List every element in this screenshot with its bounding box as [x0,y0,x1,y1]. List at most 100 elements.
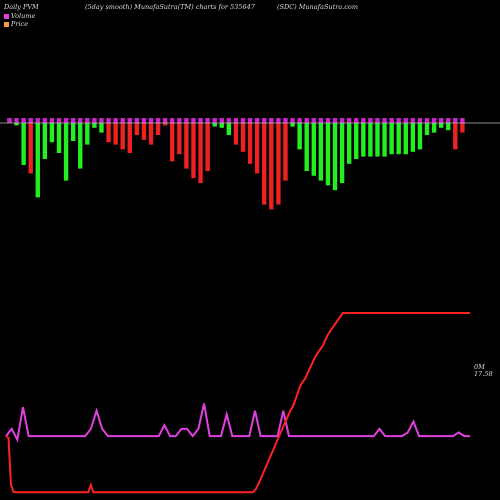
volume-bar [354,123,359,159]
volume-bar-cap [339,118,345,123]
volume-bar-cap [191,118,196,123]
volume-bar-cap [262,118,267,123]
volume-bar-cap [304,118,309,123]
volume-bar [233,123,239,145]
volume-bar-cap [460,118,465,123]
volume-bar [332,123,338,191]
volume-bar-cap [219,118,224,123]
volume-bar [56,123,62,153]
volume-bar [191,123,196,179]
volume-bar-cap [212,118,217,123]
volume-bar-cap [233,118,239,123]
header-middle: (5day smooth) MunafaSutra(TM) charts for… [85,3,255,11]
legend-price-label: Price [11,20,29,28]
volume-bar [106,123,111,143]
volume-bar-cap [361,118,366,123]
volume-bar [141,123,147,140]
volume-bar-cap [403,118,408,123]
volume-bar [283,123,288,181]
volume-bar-cap [134,118,140,123]
volume-bar-cap [35,118,40,123]
volume-bar-cap [162,118,168,123]
volume-tag: 0M [474,363,485,371]
volume-bar-cap [346,118,352,123]
legend-volume-swatch [4,13,9,19]
volume-bar-cap [269,118,274,123]
volume-bar [85,123,90,145]
volume-bar [453,123,458,150]
volume-bar-cap [113,118,118,123]
volume-bar-cap [318,118,324,123]
volume-bar-cap [389,118,394,123]
volume-bar-cap [368,118,373,123]
volume-bar-cap [247,118,253,123]
volume-bar [49,123,55,143]
volume-bar [431,123,437,133]
volume-bar [410,123,416,152]
volume-line [5,403,470,443]
volume-bar-cap [375,118,380,123]
volume-bar-cap [297,118,302,123]
volume-bar [311,123,316,176]
volume-bar-cap [254,118,260,123]
volume-bar [240,123,246,152]
volume-bar-cap [7,118,12,123]
volume-bar-cap [85,118,90,123]
volume-bar [120,123,125,150]
legend-price-swatch [4,21,9,27]
volume-bar [134,123,140,135]
header-left: Daily PVM [4,3,39,11]
volume-bar [262,123,267,205]
volume-bar [403,123,408,155]
volume-bar [396,123,401,155]
volume-bar-cap [417,118,423,123]
volume-bar-cap [311,118,316,123]
volume-bar-cap [49,118,55,123]
volume-bar-cap [56,118,62,123]
volume-bar [318,123,324,181]
volume-bar-cap [106,118,111,123]
volume-bar [304,123,309,171]
volume-bar-cap [332,118,338,123]
volume-bar-cap [205,118,210,123]
volume-bar-cap [325,118,331,123]
volume-bar-cap [354,118,359,123]
volume-bar [198,123,203,183]
volume-bar [382,123,387,157]
header-right: (SDC) MunafaSutra.com [277,3,358,11]
volume-bar [297,123,302,150]
volume-bar [368,123,373,157]
volume-bar [269,123,274,210]
volume-bar-cap [276,118,281,123]
volume-bar [184,123,189,169]
volume-bar [113,123,118,145]
volume-bar-cap [177,118,182,123]
volume-bar [446,123,451,131]
volume-bar-cap [78,118,83,123]
volume-bar [63,123,69,181]
volume-bar [247,123,253,164]
volume-bar-cap [14,118,19,123]
volume-bar-cap [127,118,132,123]
volume-bar [339,123,345,183]
volume-bar-cap [453,118,458,123]
volume-bar-cap [28,118,33,123]
legend-price: Price [4,20,28,28]
volume-bar-cap [141,118,147,123]
volume-bar-cap [21,118,26,123]
volume-bar-cap [198,118,203,123]
volume-bar [346,123,352,164]
volume-bar-cap [155,118,161,123]
volume-bar [424,123,430,135]
volume-bar-cap [170,118,175,123]
volume-bar-cap [63,118,69,123]
volume-bar [155,123,161,135]
volume-bar [99,123,104,133]
volume-bar [361,123,366,157]
volume-bar-cap [396,118,401,123]
volume-bar [389,123,394,155]
volume-bars [7,118,465,210]
volume-bar [127,123,132,153]
volume-bar [375,123,380,157]
